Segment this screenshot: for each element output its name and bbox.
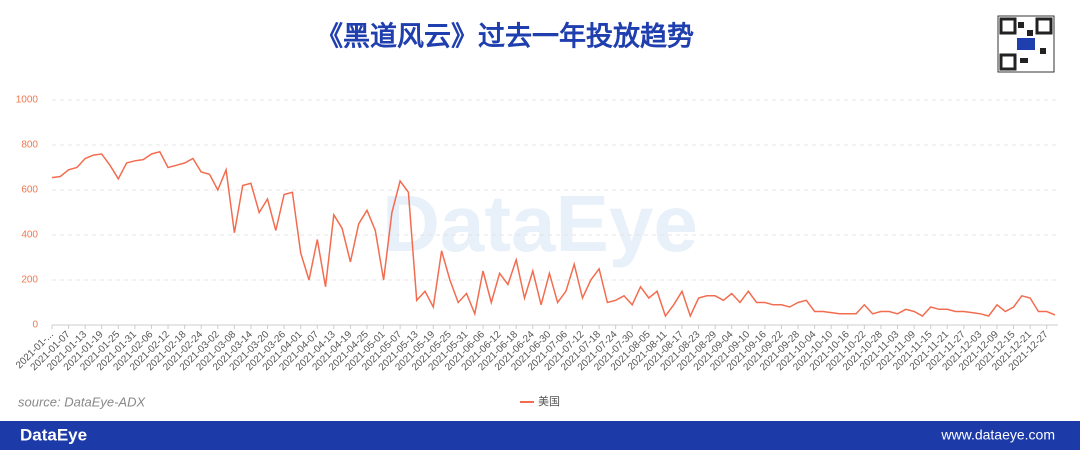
watermark: DataEye (382, 179, 698, 268)
y-tick-label: 600 (21, 185, 38, 196)
footer-brand: DataEye (20, 425, 87, 444)
footer-url: www.dataeye.com (940, 427, 1055, 443)
y-tick-label: 0 (32, 320, 38, 331)
qr-code (997, 15, 1055, 73)
line (51, 150, 1056, 319)
legend-label: 美国 (538, 395, 560, 408)
y-tick-label: 1000 (16, 95, 39, 106)
chart-title: 《黑道风云》过去一年投放趋势 (316, 21, 694, 53)
footer-bar (0, 421, 1080, 450)
source: source: DataEye-ADX (18, 394, 146, 409)
y-tick-label: 400 (21, 230, 38, 241)
y-tick-label: 800 (21, 140, 38, 151)
y-tick-label: 200 (21, 275, 38, 286)
